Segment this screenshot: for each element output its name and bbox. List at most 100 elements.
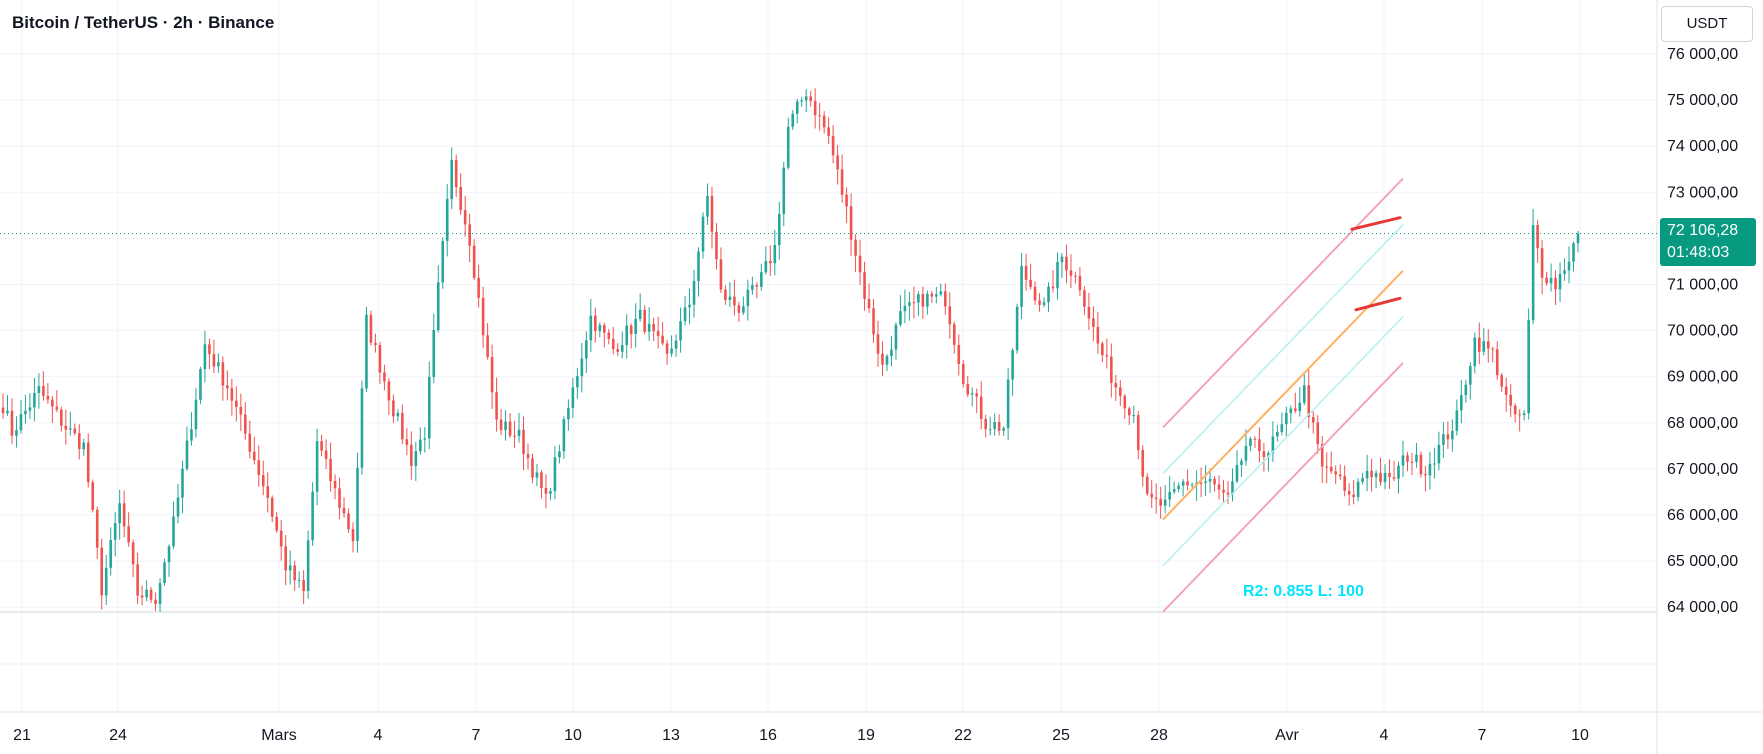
candle [60,406,63,432]
candle [755,282,759,299]
candle [1504,377,1508,412]
candle [567,399,570,431]
regression-stats-label: R2: 0.855 L: 100 [1243,583,1364,600]
candle [369,310,373,346]
candle [813,88,817,129]
candle [670,335,673,357]
chart-title: Bitcoin / TetherUS · 2h · Binance [12,13,275,32]
y-tick-label: 66 000,00 [1667,507,1738,524]
candle [261,460,265,496]
candle [683,295,687,326]
candle [1442,422,1445,459]
candle [863,261,866,311]
candle [952,321,956,354]
bar-countdown: 01:48:03 [1667,244,1730,261]
candle [113,512,117,557]
candle [154,592,157,612]
x-tick-label: 25 [1052,727,1070,744]
candle [495,377,498,432]
candle [1096,312,1100,354]
candle [647,307,651,341]
candle [315,428,319,506]
candle [562,416,566,459]
candle [616,343,620,356]
candle [1343,465,1346,497]
candle [181,460,184,514]
candle [786,117,790,170]
candle [1235,450,1239,484]
candle [1276,425,1279,442]
candle [1002,426,1005,436]
candle [288,550,292,585]
x-tick-label: 7 [1478,727,1487,744]
candle [1311,411,1315,434]
candle [33,378,36,422]
candle [930,290,934,304]
candle [957,334,961,376]
candle [51,395,54,423]
candle [1486,329,1490,363]
candle [620,331,624,359]
candle [688,288,691,325]
candle [122,490,126,538]
candle [1509,383,1512,418]
candle [1558,262,1562,302]
candle [24,394,27,424]
candle [230,378,234,416]
candle [656,316,660,349]
candle [1572,241,1575,272]
candle [988,416,992,436]
candle [1154,483,1158,514]
candle [1024,253,1028,291]
currency-button[interactable]: USDT [1661,6,1753,42]
candle [629,323,633,349]
candle [42,371,45,401]
candle [347,508,350,533]
candle [742,296,745,315]
candle [172,501,175,549]
candle [158,578,162,612]
candle [378,341,382,385]
candle [1222,479,1225,504]
channel-upper-inner [1162,224,1404,475]
candle [1491,346,1495,363]
candle [827,117,830,144]
candle [324,439,328,470]
candle [190,412,193,446]
x-tick-label: 4 [374,727,383,744]
candle [1240,458,1243,477]
candle [993,413,996,436]
candle [1383,464,1387,490]
flag-line [1354,296,1402,312]
candle [1127,406,1131,425]
candle [226,370,229,401]
candle [167,544,171,577]
candle [1455,399,1459,436]
candle [1213,475,1216,492]
candle [95,506,99,560]
candle [531,453,534,484]
candle [64,409,68,445]
candle [194,388,198,438]
candle [1267,450,1270,472]
candle [553,446,557,500]
candle [1347,482,1351,506]
candle [975,388,979,414]
candle [28,392,32,420]
candle [1020,253,1023,320]
y-tick-label: 70 000,00 [1667,323,1738,340]
candle [854,234,857,273]
candle [508,413,512,438]
candle [580,343,584,393]
candle [1087,292,1091,331]
candle [1464,379,1468,403]
candle [544,474,548,509]
candle [109,527,112,576]
candle [1226,480,1230,504]
candle [419,427,422,455]
candle [944,283,947,315]
candle [131,539,135,578]
candle [1428,451,1432,490]
candle [459,173,462,215]
